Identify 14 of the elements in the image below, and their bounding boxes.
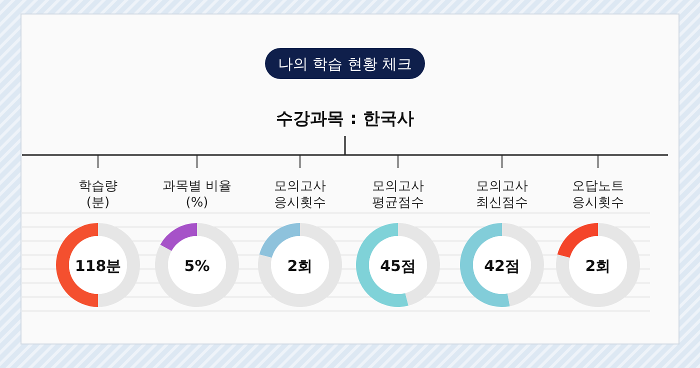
text: 2회 [585,257,611,275]
text: 118분 [74,257,122,275]
chart-title: 오답노트 응시횟수 [572,179,624,210]
chart-title: 모의고사 응시횟수 [274,179,326,210]
chart-title: 모의고사 평균점수 [372,179,424,210]
text: 나의 학습 현황 체크 [278,55,412,73]
text: 수강과목 : 한국사 [276,109,414,129]
chart-title: 모의고사 최신점수 [476,179,528,210]
chart-title: 과목별 비율 (%) [162,179,232,210]
text: 45점 [380,257,416,275]
text: 2회 [287,257,313,275]
text: 42점 [484,257,520,275]
text: 5% [184,257,210,275]
chart-title: 학습량 (분) [78,179,118,210]
